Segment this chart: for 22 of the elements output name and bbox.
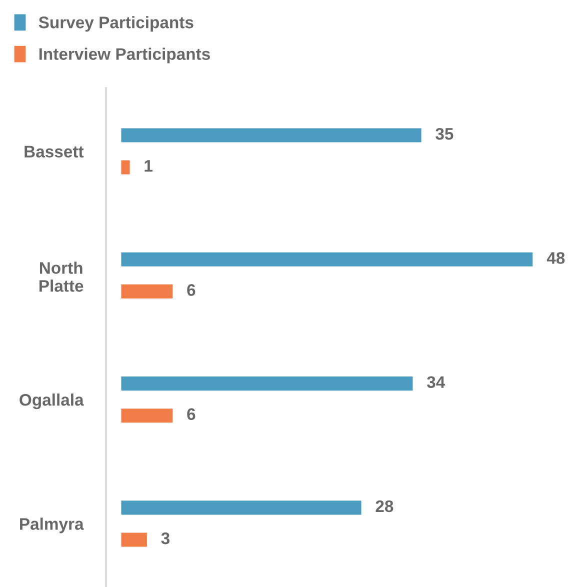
data-label: 48 (546, 252, 565, 264)
data-label: 28 (376, 500, 394, 512)
data-label: 6 (187, 408, 196, 420)
bar (121, 128, 422, 142)
y-tick-label: Ogallala (20, 394, 84, 410)
y-tick-label: Palmyra (20, 518, 84, 534)
y-tick-label: North Platte (40, 262, 84, 292)
data-label: 1 (144, 160, 152, 172)
data-label: 34 (426, 376, 446, 388)
data-label: 35 (436, 128, 454, 140)
bar (121, 376, 413, 391)
data-label: 6 (187, 284, 196, 296)
bar (121, 284, 173, 298)
y-tick-label: Bassett (24, 146, 84, 158)
bar (121, 532, 147, 547)
bar (121, 408, 173, 423)
legend-label: Survey Participants (38, 16, 194, 32)
data-label: 3 (161, 532, 170, 544)
legend-label: Interview Participants (39, 48, 210, 64)
bar (121, 160, 130, 174)
bar (121, 252, 533, 266)
bar (121, 500, 362, 515)
